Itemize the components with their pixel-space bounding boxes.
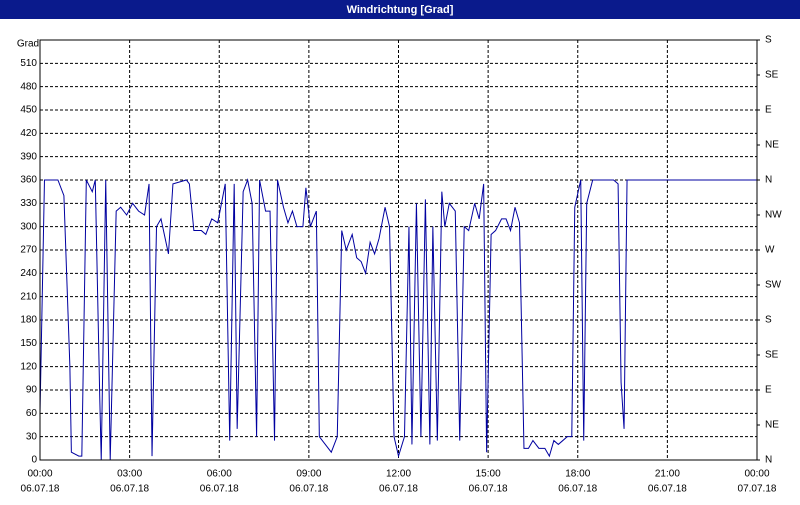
y2-tick-label: W bbox=[765, 245, 775, 256]
y-tick-label: 480 bbox=[20, 81, 37, 92]
y2-tick-label: N bbox=[765, 455, 772, 466]
y-tick-label: 510 bbox=[20, 58, 37, 69]
x-tick-date: 07.07.18 bbox=[738, 484, 777, 495]
data-line bbox=[39, 178, 757, 461]
y2-tick-label: S bbox=[765, 35, 772, 46]
x-tick-label: 06:00 bbox=[207, 469, 232, 480]
y-tick-label: 240 bbox=[20, 268, 37, 279]
x-tick-date: 06.07.18 bbox=[200, 484, 239, 495]
title-bar bbox=[0, 0, 800, 19]
x-tick-date: 06.07.18 bbox=[558, 484, 597, 495]
x-tick-label: 00:00 bbox=[27, 469, 52, 480]
plot-border bbox=[39, 39, 758, 461]
y2-tick-label: NE bbox=[765, 420, 779, 431]
y-tick-label: 90 bbox=[26, 385, 38, 396]
x-tick-date: 06.07.18 bbox=[648, 484, 687, 495]
y-tick-label: 270 bbox=[20, 245, 37, 256]
y-tick-label: 420 bbox=[20, 128, 37, 139]
y2-tick-label: SE bbox=[765, 350, 779, 361]
y2-tick-label: N bbox=[765, 175, 772, 186]
y-tick-label: 60 bbox=[26, 408, 38, 419]
chart-title: Windrichtung [Grad] bbox=[347, 4, 454, 16]
x-tick-date: 06.07.18 bbox=[289, 484, 328, 495]
y-tick-label: 30 bbox=[26, 431, 38, 442]
y2-tick-label: SW bbox=[765, 280, 782, 291]
y2-tick-label: E bbox=[765, 105, 772, 116]
y-tick-label: 180 bbox=[20, 315, 37, 326]
x-tick-label: 12:00 bbox=[386, 469, 411, 480]
y-tick-label: 0 bbox=[31, 455, 37, 466]
y2-tick-label: E bbox=[765, 385, 772, 396]
x-tick-label: 21:00 bbox=[655, 469, 680, 480]
x-tick-date: 06.07.18 bbox=[110, 484, 149, 495]
x-tick-label: 09:00 bbox=[296, 469, 321, 480]
x-tick-label: 18:00 bbox=[565, 469, 590, 480]
y2-tick-label: NW bbox=[765, 210, 782, 221]
y-axis-label: Grad bbox=[17, 39, 39, 50]
y-tick-label: 120 bbox=[20, 361, 37, 372]
y2-tick-label: SE bbox=[765, 70, 779, 81]
x-tick-date: 06.07.18 bbox=[21, 484, 60, 495]
y2-tick-label: S bbox=[765, 315, 772, 326]
y-tick-label: 210 bbox=[20, 291, 37, 302]
y-tick-label: 150 bbox=[20, 338, 37, 349]
y2-tick-label: NE bbox=[765, 140, 779, 151]
y-tick-label: 330 bbox=[20, 198, 37, 209]
x-tick-label: 03:00 bbox=[117, 469, 142, 480]
y-tick-label: 390 bbox=[20, 151, 37, 162]
x-tick-date: 06.07.18 bbox=[469, 484, 508, 495]
y-tick-label: 300 bbox=[20, 221, 37, 232]
y-tick-label: 450 bbox=[20, 105, 37, 116]
x-tick-label: 00:00 bbox=[744, 469, 769, 480]
y-tick-label: 360 bbox=[20, 175, 37, 186]
x-tick-label: 15:00 bbox=[476, 469, 501, 480]
x-tick-date: 06.07.18 bbox=[379, 484, 418, 495]
